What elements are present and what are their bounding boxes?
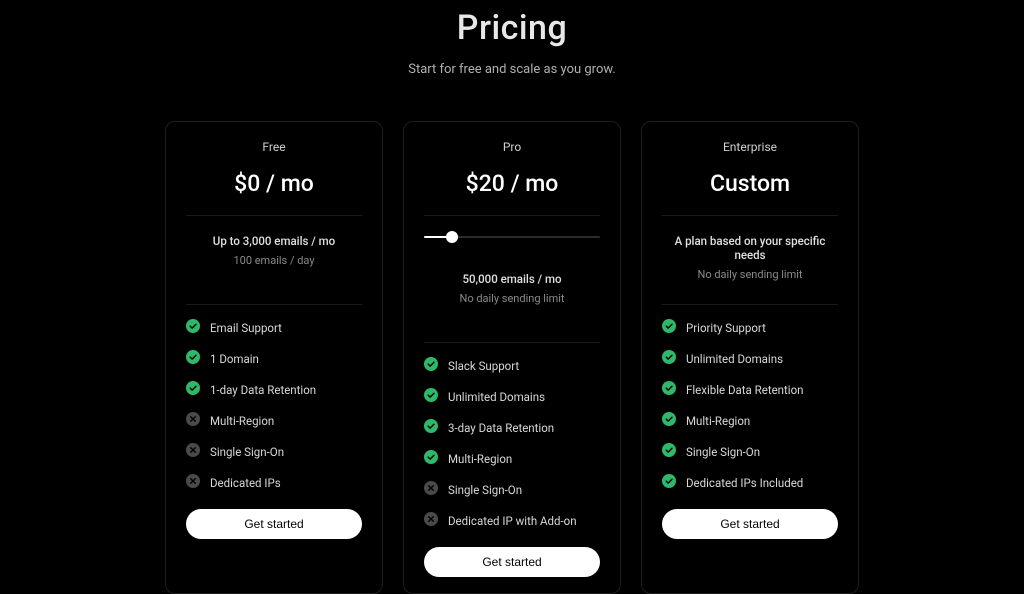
divider <box>662 215 838 216</box>
check-circle-icon <box>662 350 676 367</box>
check-circle-icon <box>424 419 438 436</box>
feature-list: Slack Support Unlimited Domains 3-day Data… <box>424 357 600 529</box>
feature-item: Single Sign-On <box>662 443 838 460</box>
feature-item: Dedicated IP with Add-on <box>424 512 600 529</box>
feature-label: Multi-Region <box>686 414 750 428</box>
feature-label: Unlimited Domains <box>686 352 783 366</box>
check-circle-icon <box>424 450 438 467</box>
feature-item: Multi-Region <box>662 412 838 429</box>
plan-price: $0 / mo <box>186 170 362 197</box>
plan-meta-secondary: No daily sending limit <box>662 268 838 281</box>
divider <box>662 304 838 305</box>
feature-label: Dedicated IP with Add-on <box>448 514 577 528</box>
plan-meta: 50,000 emails / mo No daily sending limit <box>424 272 600 328</box>
feature-item: Single Sign-On <box>186 443 362 460</box>
pricing-card-enterprise: Enterprise Custom A plan based on your spe… <box>641 121 859 594</box>
feature-label: 1 Domain <box>210 352 259 366</box>
pricing-card-free: Free $0 / mo Up to 3,000 emails / mo 100 em… <box>165 121 383 594</box>
feature-item: Multi-Region <box>186 412 362 429</box>
get-started-button[interactable]: Get started <box>662 509 838 539</box>
plan-meta-secondary: No daily sending limit <box>424 292 600 305</box>
divider <box>186 215 362 216</box>
feature-item: Dedicated IPs Included <box>662 474 838 491</box>
plan-price: Custom <box>662 170 838 197</box>
plan-meta: Up to 3,000 emails / mo 100 emails / day <box>186 234 362 290</box>
check-circle-icon <box>186 319 200 336</box>
feature-label: Unlimited Domains <box>448 390 545 404</box>
slider-thumb[interactable] <box>446 231 458 243</box>
feature-label: 3-day Data Retention <box>448 421 554 435</box>
check-circle-icon <box>424 388 438 405</box>
feature-item: Single Sign-On <box>424 481 600 498</box>
check-circle-icon <box>662 412 676 429</box>
get-started-button[interactable]: Get started <box>424 547 600 577</box>
plan-meta-secondary: 100 emails / day <box>186 254 362 267</box>
check-circle-icon <box>662 474 676 491</box>
divider <box>424 215 600 216</box>
plan-name: Pro <box>424 140 600 154</box>
plan-price: $20 / mo <box>424 170 600 197</box>
feature-item: Priority Support <box>662 319 838 336</box>
check-circle-icon <box>186 350 200 367</box>
pricing-header: Pricing Start for free and scale as you … <box>0 0 1024 77</box>
check-circle-icon <box>186 381 200 398</box>
plan-name: Enterprise <box>662 140 838 154</box>
feature-item: 1 Domain <box>186 350 362 367</box>
feature-label: 1-day Data Retention <box>210 383 316 397</box>
feature-label: Single Sign-On <box>686 445 760 459</box>
x-circle-icon <box>424 512 438 529</box>
x-circle-icon <box>186 474 200 491</box>
feature-label: Single Sign-On <box>448 483 522 497</box>
feature-label: Email Support <box>210 321 282 335</box>
check-circle-icon <box>424 357 438 374</box>
feature-item: Multi-Region <box>424 450 600 467</box>
feature-list: Email Support 1 Domain 1-day Data Retentio… <box>186 319 362 491</box>
feature-item: 1-day Data Retention <box>186 381 362 398</box>
feature-item: Flexible Data Retention <box>662 381 838 398</box>
check-circle-icon <box>662 319 676 336</box>
x-circle-icon <box>424 481 438 498</box>
feature-label: Flexible Data Retention <box>686 383 804 397</box>
get-started-button[interactable]: Get started <box>186 509 362 539</box>
pricing-card-pro: Pro $20 / mo 50,000 emails / mo No daily se… <box>403 121 621 594</box>
check-circle-icon <box>662 443 676 460</box>
feature-item: Slack Support <box>424 357 600 374</box>
feature-label: Dedicated IPs <box>210 476 281 490</box>
plan-meta-primary: 50,000 emails / mo <box>424 272 600 286</box>
page-title: Pricing <box>0 8 1024 48</box>
feature-list: Priority Support Unlimited Domains Flexibl… <box>662 319 838 491</box>
check-circle-icon <box>662 381 676 398</box>
x-circle-icon <box>186 443 200 460</box>
x-circle-icon <box>186 412 200 429</box>
email-volume-slider[interactable] <box>424 230 600 244</box>
feature-item: Email Support <box>186 319 362 336</box>
plan-meta: A plan based on your specific needs No da… <box>662 234 838 290</box>
feature-label: Slack Support <box>448 359 519 373</box>
page-subtitle: Start for free and scale as you grow. <box>0 62 1024 77</box>
feature-item: 3-day Data Retention <box>424 419 600 436</box>
plan-meta-primary: A plan based on your specific needs <box>662 234 838 262</box>
feature-item: Dedicated IPs <box>186 474 362 491</box>
divider <box>186 304 362 305</box>
feature-label: Multi-Region <box>210 414 274 428</box>
feature-label: Multi-Region <box>448 452 512 466</box>
plan-meta-primary: Up to 3,000 emails / mo <box>186 234 362 248</box>
feature-item: Unlimited Domains <box>424 388 600 405</box>
feature-label: Dedicated IPs Included <box>686 476 803 490</box>
divider <box>424 342 600 343</box>
pricing-cards: Free $0 / mo Up to 3,000 emails / mo 100 em… <box>0 121 1024 594</box>
plan-name: Free <box>186 140 362 154</box>
feature-item: Unlimited Domains <box>662 350 838 367</box>
feature-label: Single Sign-On <box>210 445 284 459</box>
feature-label: Priority Support <box>686 321 766 335</box>
